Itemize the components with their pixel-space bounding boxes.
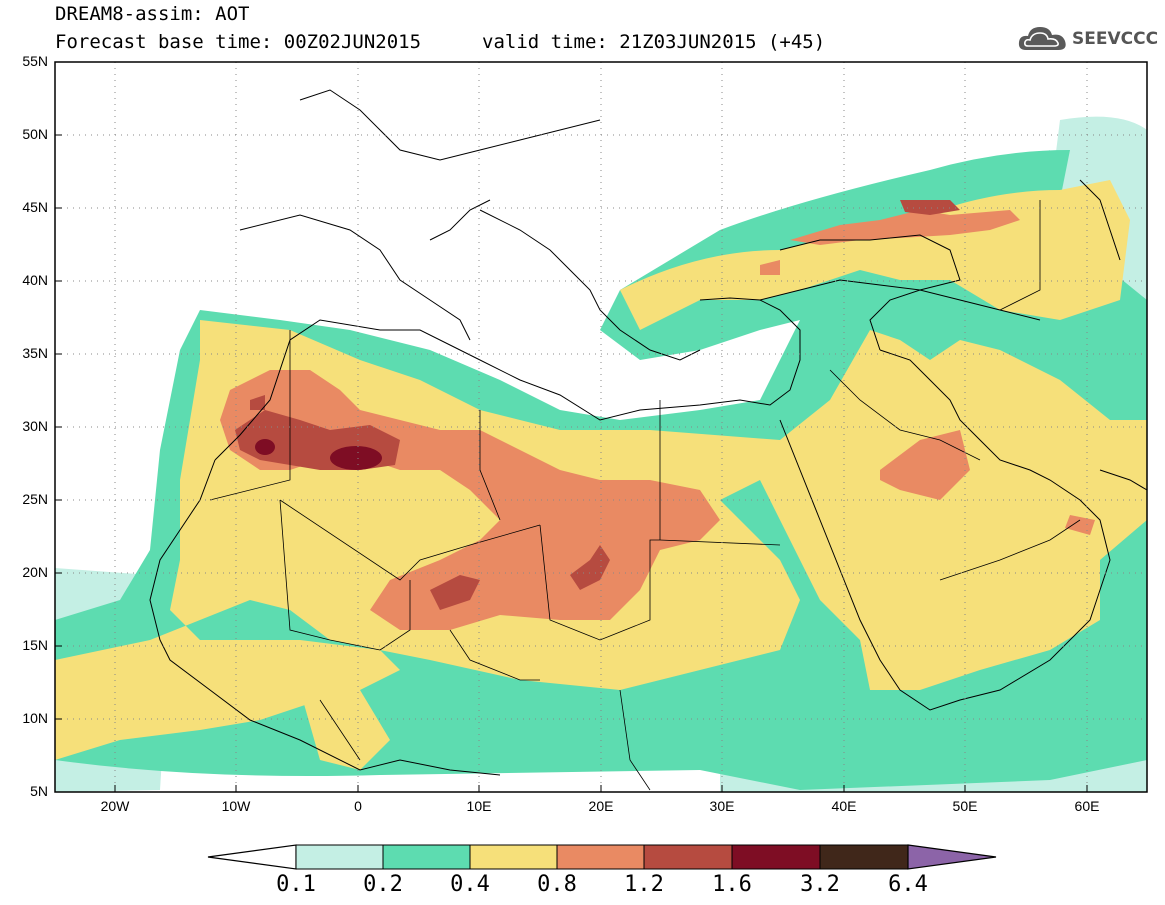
colorbar-swatch — [556, 844, 645, 870]
lat-label: 25N — [22, 491, 48, 507]
lat-label: 35N — [22, 345, 48, 361]
lat-label: 20N — [22, 564, 48, 580]
lon-label: 60E — [1074, 798, 1100, 814]
cloud-icon — [1018, 27, 1066, 50]
aot-band-1-6 — [255, 439, 382, 470]
lat-label: 10N — [22, 710, 48, 726]
valid-time: valid time: 21Z03JUN2015 (+45) — [482, 31, 826, 53]
coastlines — [149, 89, 1147, 776]
colorbar-label: 0.4 — [450, 872, 490, 897]
colorbar-swatch — [469, 844, 558, 870]
colorbar-swatch — [643, 844, 733, 870]
lon-label: 20E — [588, 798, 614, 814]
lon-label: 20W — [100, 798, 130, 814]
logo-text: SEEVCCC — [1072, 29, 1159, 49]
lat-label: 15N — [22, 637, 48, 653]
colorbar-label: 3.2 — [800, 872, 840, 897]
colorbar-swatch — [382, 844, 471, 870]
colorbar-swatch — [731, 844, 821, 870]
colorbar-swatch — [819, 844, 909, 870]
lat-label: 30N — [22, 418, 48, 434]
lon-label: 50E — [952, 798, 978, 814]
axis-ticks — [55, 61, 1088, 793]
lat-label: 40N — [22, 272, 48, 288]
lat-label: 5N — [30, 783, 48, 799]
lon-label: 10E — [466, 798, 492, 814]
lon-label: 30E — [709, 798, 735, 814]
borders — [209, 200, 1081, 791]
colorbar-label: 0.2 — [363, 872, 403, 897]
lon-label: 0 — [354, 798, 362, 814]
colorbar-label: 0.8 — [537, 872, 577, 897]
colorbar — [207, 844, 997, 870]
colorbar-label: 1.2 — [624, 872, 664, 897]
graticule — [55, 62, 1147, 792]
seevccc-logo: SEEVCCC — [1018, 24, 1158, 56]
forecast-base-time: Forecast base time: 00Z02JUN2015 — [55, 31, 422, 53]
colorbar-over-arrow — [907, 844, 997, 870]
lat-label: 55N — [22, 53, 48, 69]
lon-label: 40E — [831, 798, 857, 814]
lon-label: 10W — [221, 798, 251, 814]
colorbar-swatch — [295, 844, 384, 870]
colorbar-under-arrow — [207, 844, 297, 870]
aot-fields — [55, 62, 1147, 792]
colorbar-label: 0.1 — [276, 872, 316, 897]
colorbar-label: 6.4 — [888, 872, 928, 897]
lat-label: 50N — [22, 126, 48, 142]
lat-label: 45N — [22, 199, 48, 215]
map-title: DREAM8-assim: AOT — [55, 3, 250, 25]
colorbar-label: 1.6 — [712, 872, 752, 897]
